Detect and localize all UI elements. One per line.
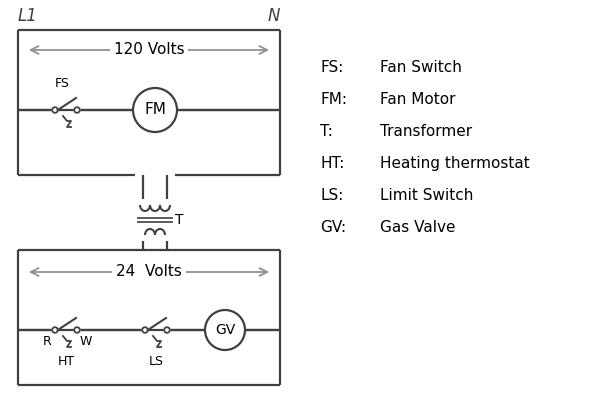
Text: Fan Motor: Fan Motor — [380, 92, 455, 107]
Text: 120 Volts: 120 Volts — [114, 42, 184, 58]
Circle shape — [74, 107, 80, 113]
Text: 24  Volts: 24 Volts — [116, 264, 182, 280]
Text: FS: FS — [55, 77, 70, 90]
Text: GV: GV — [215, 323, 235, 337]
Text: Fan Switch: Fan Switch — [380, 60, 462, 75]
Text: FM:: FM: — [320, 92, 347, 107]
Circle shape — [133, 88, 177, 132]
Text: L1: L1 — [18, 7, 38, 25]
Text: LS:: LS: — [320, 188, 343, 203]
Text: W: W — [80, 335, 93, 348]
Text: Heating thermostat: Heating thermostat — [380, 156, 530, 171]
Circle shape — [142, 327, 148, 333]
Text: T:: T: — [320, 124, 333, 139]
Text: HT: HT — [57, 355, 74, 368]
Text: Transformer: Transformer — [380, 124, 472, 139]
Text: N: N — [268, 7, 280, 25]
Text: GV:: GV: — [320, 220, 346, 235]
Circle shape — [52, 327, 58, 333]
Text: HT:: HT: — [320, 156, 345, 171]
Text: R: R — [43, 335, 52, 348]
Text: Limit Switch: Limit Switch — [380, 188, 473, 203]
Circle shape — [74, 327, 80, 333]
Circle shape — [164, 327, 170, 333]
Circle shape — [205, 310, 245, 350]
Text: Gas Valve: Gas Valve — [380, 220, 455, 235]
Text: FS:: FS: — [320, 60, 343, 75]
Circle shape — [52, 107, 58, 113]
Text: T: T — [175, 213, 183, 227]
Text: LS: LS — [149, 355, 163, 368]
Text: FM: FM — [144, 102, 166, 118]
